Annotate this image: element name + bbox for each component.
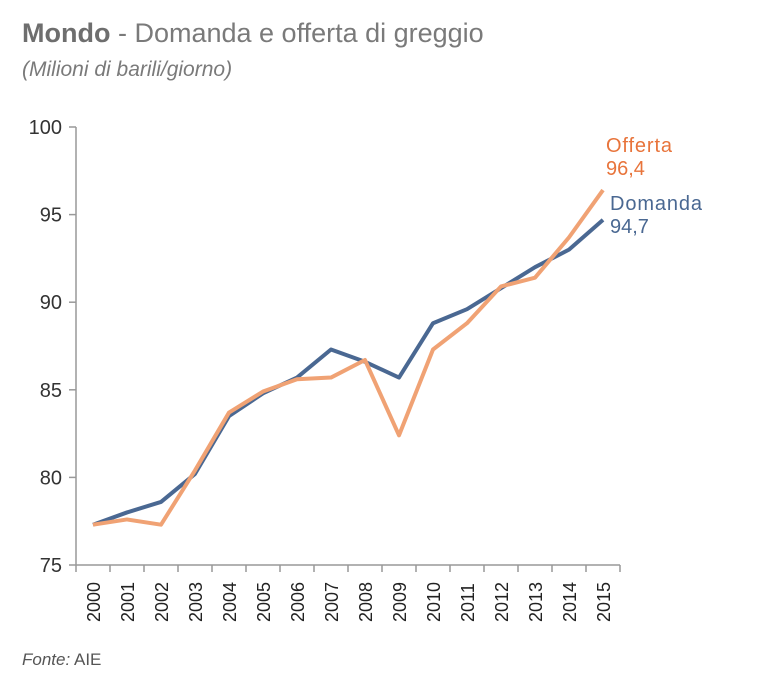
x-tick-label: 2004: [220, 582, 240, 622]
source-value: AIE: [70, 650, 102, 669]
y-tick-label: 100: [29, 117, 62, 139]
x-tick-label: 2009: [390, 582, 410, 622]
source-note: Fonte: AIE: [22, 650, 101, 670]
chart-subtitle: (Milioni di barili/giorno): [22, 58, 233, 81]
x-tick-label: 2001: [118, 582, 138, 622]
y-tick-label: 75: [40, 555, 62, 577]
title-bold: Mondo: [22, 18, 111, 48]
chart-title: Mondo - Domanda e offerta di greggio: [22, 18, 484, 49]
x-tick-label: 2015: [594, 582, 614, 622]
x-tick-label: 2006: [288, 582, 308, 622]
title-rest: - Domanda e offerta di greggio: [110, 18, 484, 48]
series-line-offerta: [92, 188, 605, 527]
y-tick-label: 90: [40, 292, 62, 314]
x-tick-label: 2012: [492, 582, 512, 622]
x-tick-label: 2002: [152, 582, 172, 622]
x-tick-label: 2011: [458, 583, 478, 622]
x-tick-label: 2010: [424, 582, 444, 622]
x-tick-label: 2007: [322, 582, 342, 622]
offerta-value-label: 96,4: [606, 158, 645, 180]
y-tick-label: 80: [40, 467, 62, 489]
x-tick-label: 2013: [526, 582, 546, 622]
x-tick-label: 2008: [356, 582, 376, 622]
domanda-label: Domanda: [610, 193, 703, 215]
x-tick-label: 2005: [254, 582, 274, 622]
y-tick-label: 85: [40, 380, 62, 402]
x-tick-label: 2000: [84, 582, 104, 622]
domanda-value-label: 94,7: [610, 216, 649, 238]
x-tick-label: 2014: [560, 582, 580, 622]
offerta-label: Offerta: [606, 135, 673, 157]
x-tick-label: 2003: [186, 582, 206, 622]
source-label: Fonte:: [22, 650, 71, 669]
y-tick-label: 95: [40, 205, 62, 227]
series-line-domanda: [92, 218, 605, 527]
